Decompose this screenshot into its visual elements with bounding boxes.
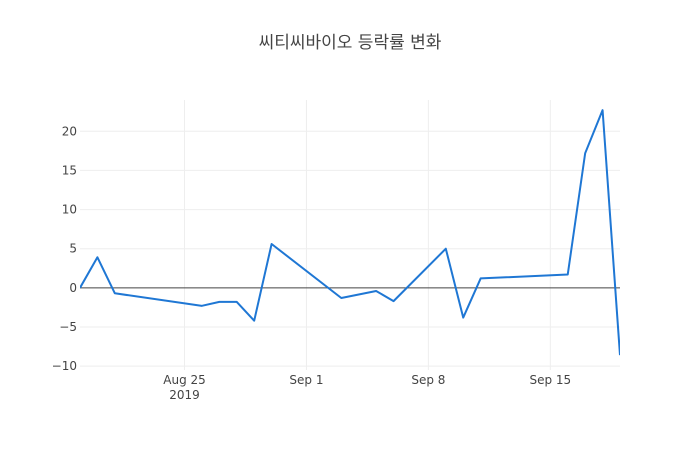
y-tick-label: 20 xyxy=(62,124,77,138)
chart-title: 씨티씨바이오 등락률 변화 xyxy=(259,33,442,53)
x-tick-label: Sep 1 xyxy=(289,373,323,387)
y-tick-label: −5 xyxy=(59,320,77,334)
series-line xyxy=(80,109,620,356)
y-tick-label: −10 xyxy=(52,359,77,373)
x-tick-label: Sep 15 xyxy=(529,373,571,387)
x-tick-label: Sep 8 xyxy=(411,373,445,387)
x-tick-label: Aug 25 xyxy=(163,373,206,387)
y-tick-label: 15 xyxy=(62,163,77,177)
series xyxy=(80,109,620,356)
y-tick-label: 0 xyxy=(69,281,77,295)
y-tick-label: 5 xyxy=(69,242,77,256)
y-tick-label: 10 xyxy=(62,203,77,217)
x-tick-year-label: 2019 xyxy=(169,388,200,402)
grid xyxy=(80,100,620,370)
